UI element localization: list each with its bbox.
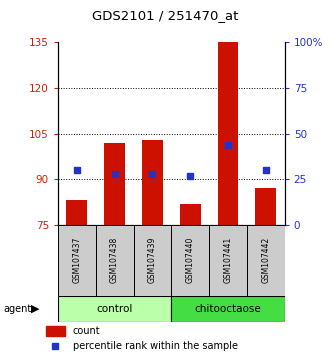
Text: count: count [73, 326, 101, 336]
Text: GSM107437: GSM107437 [72, 237, 81, 284]
Bar [58, 296, 171, 322]
Text: GSM107442: GSM107442 [261, 237, 270, 283]
Text: chitooctaose: chitooctaose [195, 304, 261, 314]
Bar [217, 42, 238, 225]
Bar [171, 225, 209, 296]
Text: GSM107441: GSM107441 [223, 237, 232, 283]
Bar [209, 225, 247, 296]
Text: ▶: ▶ [31, 304, 40, 314]
Bar [247, 225, 285, 296]
Text: GSM107438: GSM107438 [110, 237, 119, 283]
Bar [96, 225, 133, 296]
Text: agent: agent [3, 304, 31, 314]
Text: control: control [96, 304, 133, 314]
Bar [171, 296, 285, 322]
Text: percentile rank within the sample: percentile rank within the sample [73, 341, 238, 351]
Bar [133, 225, 171, 296]
Bar [180, 204, 201, 225]
Bar [104, 143, 125, 225]
Bar [256, 188, 276, 225]
Text: GSM107440: GSM107440 [186, 237, 195, 284]
Bar [142, 140, 163, 225]
Bar [58, 225, 96, 296]
Text: GDS2101 / 251470_at: GDS2101 / 251470_at [92, 9, 239, 22]
Text: GSM107439: GSM107439 [148, 237, 157, 284]
Bar [46, 326, 65, 336]
Bar [67, 200, 87, 225]
